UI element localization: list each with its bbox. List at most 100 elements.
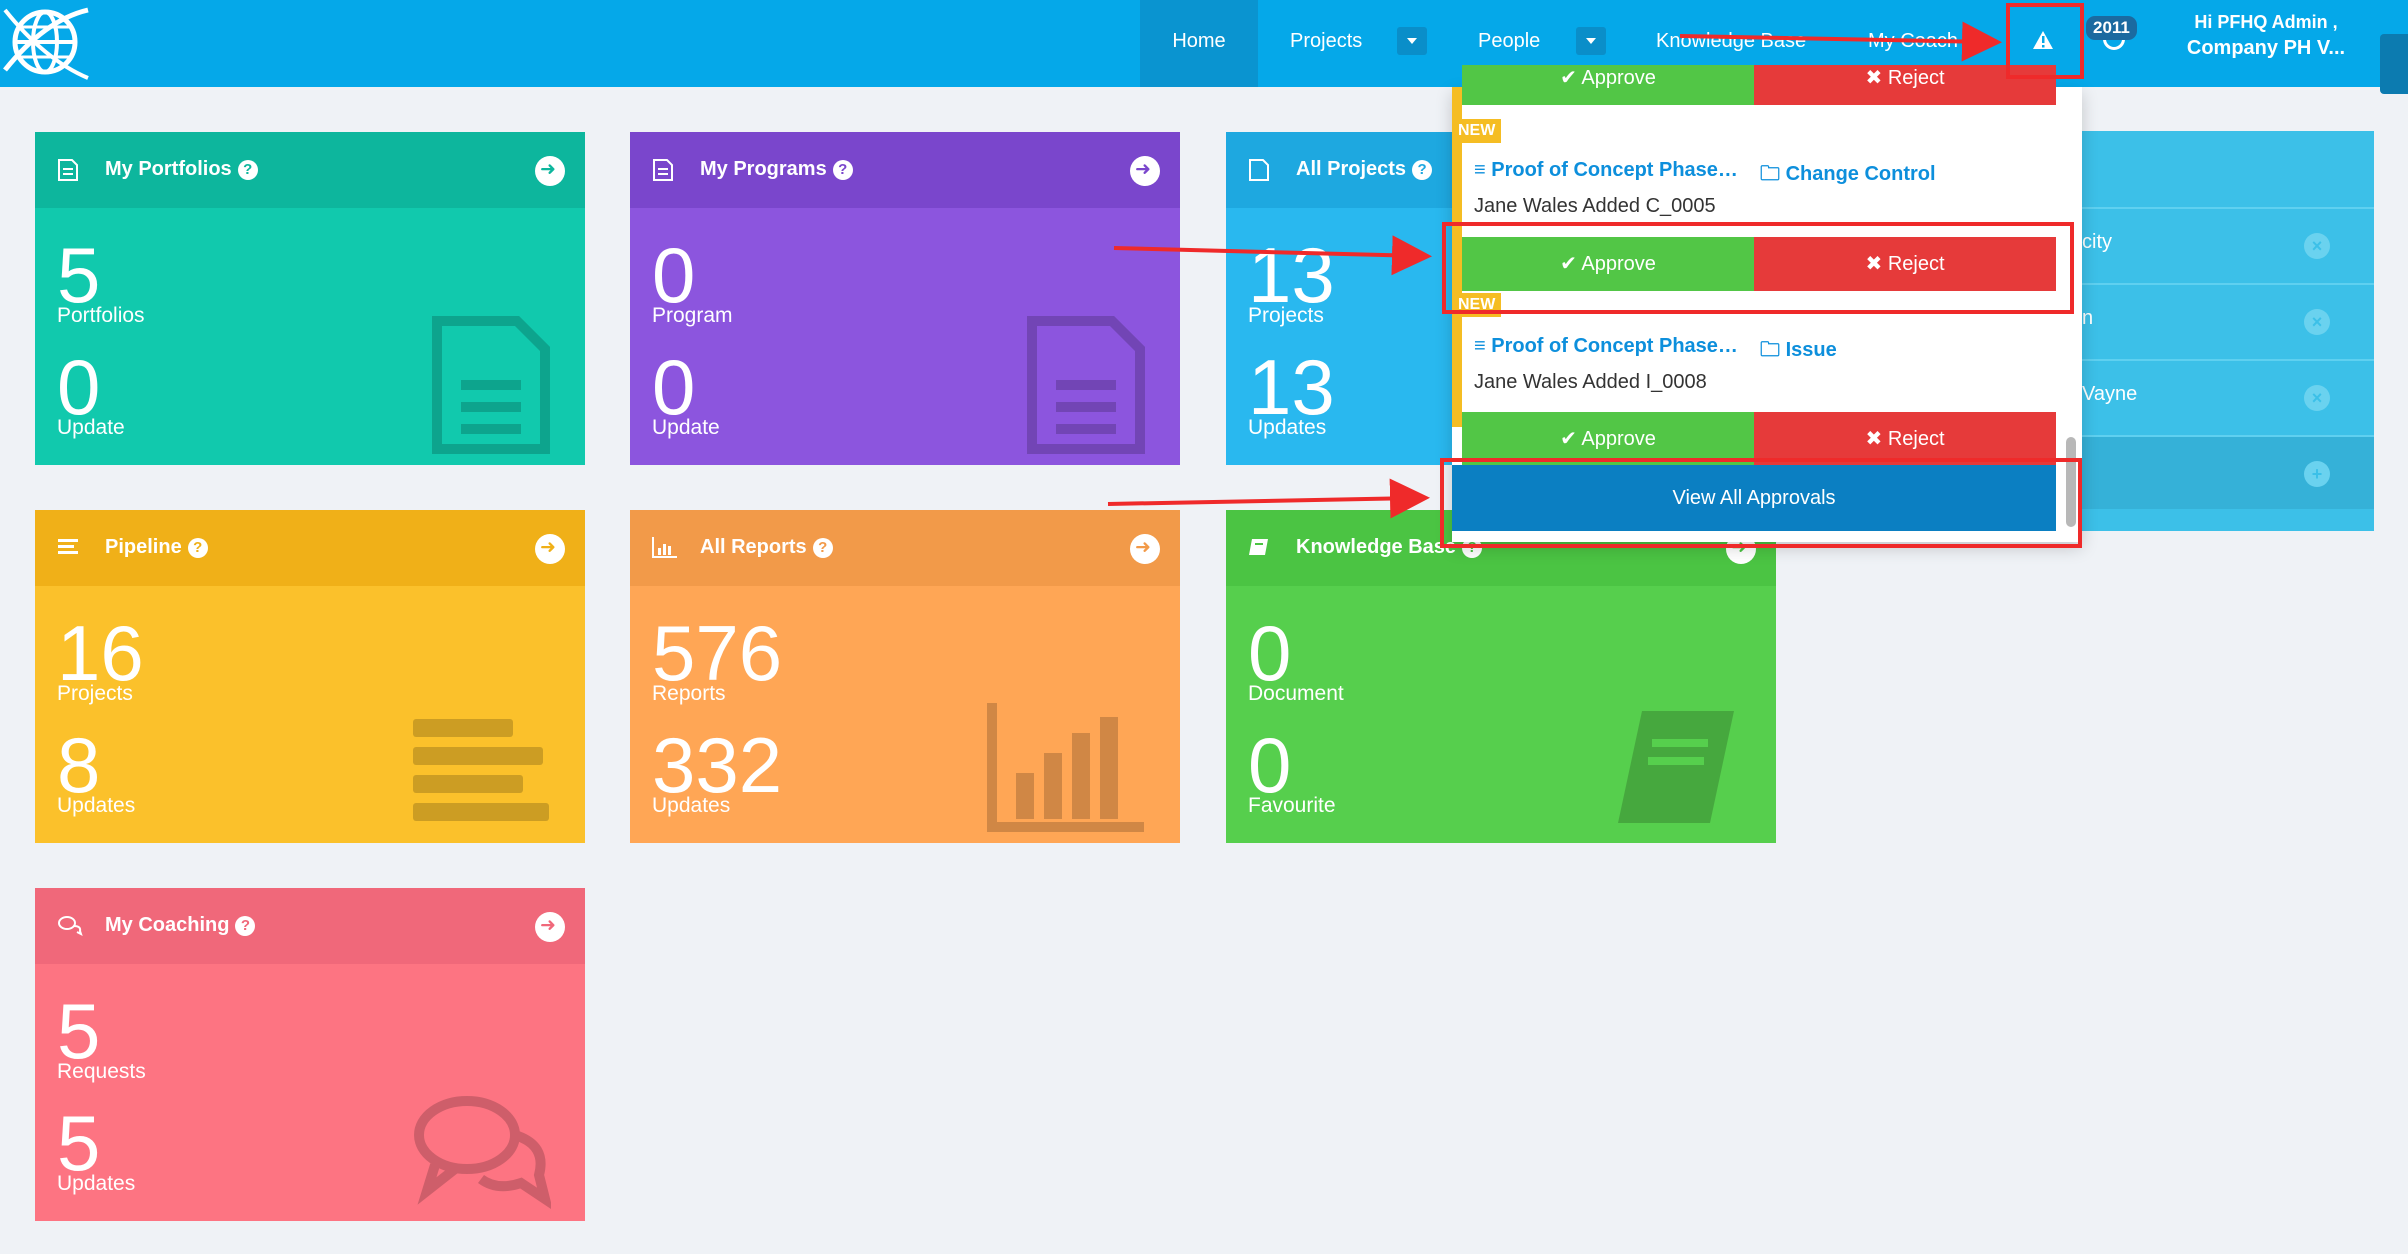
nav-people[interactable]: People	[1478, 30, 1541, 52]
tile-secondary-label: Update	[57, 416, 125, 439]
view-all-approvals-button[interactable]: View All Approvals	[1452, 465, 2056, 531]
tile-primary-label: Document	[1248, 682, 1344, 705]
user-greeting: Hi PFHQ Admin ,	[2194, 12, 2338, 32]
tile-secondary-count: 13	[1248, 343, 1335, 431]
approve-button[interactable]: ✔ Approve	[1462, 65, 1754, 105]
people-row-name: n	[2082, 307, 2094, 329]
tile-primary-label: Program	[652, 304, 733, 327]
tile-secondary-label: Updates	[57, 1172, 136, 1195]
remove-icon[interactable]: ×	[2304, 385, 2330, 411]
annotation-box-approve-reject	[1442, 222, 2074, 314]
add-icon[interactable]: +	[2304, 461, 2330, 487]
help-icon[interactable]: ?	[187, 538, 208, 558]
list-lines-watermark-icon	[413, 719, 549, 821]
tile-all-reports[interactable]: All Reports? 576 Reports 332 Updates	[630, 510, 1180, 843]
tile-pipeline[interactable]: Pipeline? 16 Projects 8 Updates	[35, 510, 585, 843]
tile-secondary-label: Updates	[652, 794, 731, 817]
tile-title: My Programs	[700, 158, 827, 180]
approval-project-link[interactable]: ≡ Proof of Concept Phase…	[1474, 159, 1738, 181]
tile-primary-label: Portfolios	[57, 304, 145, 327]
tile-title: My Portfolios	[105, 158, 232, 180]
nav-projects[interactable]: Projects	[1290, 30, 1363, 52]
tile-my-programs[interactable]: My Programs? 0 Program 0 Update	[630, 132, 1180, 465]
tile-title: Pipeline	[105, 536, 182, 558]
approvals-alert-button[interactable]	[2006, 3, 2081, 78]
tile-secondary-count: 0	[57, 343, 101, 431]
book-watermark-icon	[1618, 711, 1734, 823]
tile-primary-count: 0	[652, 231, 696, 319]
chat-bubbles-icon	[58, 916, 83, 936]
user-menu[interactable]: Hi PFHQ Admin , Company PH V...	[2186, 12, 2346, 60]
tile-primary-label: Projects	[57, 682, 133, 705]
approval-project-link[interactable]: ≡ Proof of Concept Phase…	[1474, 335, 1738, 357]
new-items-stripe	[1452, 87, 1462, 427]
annotation-box-view-all	[1440, 458, 2082, 548]
notification-badge: 2011	[2086, 16, 2137, 40]
arrow-right-icon[interactable]	[535, 156, 565, 186]
tile-primary-count: 5	[57, 231, 101, 319]
tile-primary-count: 5	[57, 987, 101, 1075]
remove-icon[interactable]: ×	[2304, 233, 2330, 259]
globe-logo-icon[interactable]	[0, 0, 90, 87]
approval-project-text: Proof of Concept Phase…	[1491, 159, 1738, 181]
tile-secondary-count: 0	[652, 343, 696, 431]
tile-primary-label: Reports	[652, 682, 726, 705]
reject-label: Reject	[1887, 253, 1945, 275]
people-dropdown-caret-icon[interactable]	[1576, 27, 1606, 55]
people-panel: city × n × Vayne × +	[2082, 131, 2374, 531]
remove-icon[interactable]: ×	[2304, 309, 2330, 335]
reject-button[interactable]: ✖ Reject	[1754, 65, 2056, 105]
people-row[interactable]: city ×	[2082, 207, 2374, 281]
approve-button[interactable]: ✔ Approve	[1462, 237, 1754, 291]
help-icon[interactable]: ?	[812, 538, 833, 558]
approval-description: Jane Wales Added I_0008	[1474, 371, 1707, 393]
chat-bubbles-watermark-icon	[414, 1096, 551, 1210]
dropdown-scrollbar[interactable]	[2066, 437, 2076, 527]
help-icon[interactable]: ?	[235, 916, 256, 936]
people-row-add[interactable]: +	[2082, 435, 2374, 509]
tile-secondary-count: 5	[57, 1099, 101, 1187]
approve-button[interactable]: ✔ Approve	[1462, 412, 1754, 466]
help-icon[interactable]: ?	[1412, 160, 1433, 180]
help-icon[interactable]: ?	[237, 160, 258, 180]
tile-title: All Reports	[700, 536, 807, 558]
arrow-right-icon[interactable]	[535, 534, 565, 564]
tile-knowledge-base[interactable]: Knowledge Base? 0 Document 0 Favourite	[1226, 510, 1776, 843]
approve-label: Approve	[1581, 67, 1656, 89]
help-icon[interactable]: ?	[832, 160, 853, 180]
arrow-right-icon[interactable]	[1130, 156, 1160, 186]
tile-secondary-label: Updates	[57, 794, 136, 817]
approval-type-link[interactable]: 🗀 Change Control	[1760, 163, 1936, 185]
document-icon	[653, 159, 673, 181]
approval-type-link[interactable]: 🗀 Issue	[1760, 339, 1837, 361]
people-row-name: city	[2082, 231, 2112, 253]
arrow-right-icon[interactable]	[1130, 534, 1160, 564]
tile-secondary-label: Favourite	[1248, 794, 1336, 817]
warning-triangle-icon	[2033, 31, 2053, 49]
reject-button[interactable]: ✖ Reject	[1754, 412, 2056, 466]
tile-primary-count: 576	[652, 609, 783, 697]
new-tag: NEW	[1452, 119, 1502, 143]
tile-secondary-count: 0	[1248, 721, 1292, 809]
topbar-edge-tab	[2380, 34, 2408, 94]
nav-home[interactable]: Home	[1140, 0, 1258, 87]
tile-secondary-count: 332	[652, 721, 783, 809]
bar-chart-watermark-icon	[987, 703, 1144, 832]
reject-label: Reject	[1887, 428, 1945, 450]
approval-project-text: Proof of Concept Phase…	[1491, 335, 1738, 357]
tile-my-coaching[interactable]: My Coaching? 5 Requests 5 Updates	[35, 888, 585, 1221]
projects-dropdown-caret-icon[interactable]	[1397, 27, 1427, 55]
people-row[interactable]: n ×	[2082, 283, 2374, 357]
reject-button[interactable]: ✖ Reject	[1754, 237, 2056, 291]
tile-primary-count: 16	[57, 609, 144, 697]
people-row[interactable]: Vayne ×	[2082, 359, 2374, 433]
tile-primary-label: Requests	[57, 1060, 146, 1083]
document-watermark-icon	[1027, 316, 1145, 454]
tile-primary-count: 0	[1248, 609, 1292, 697]
tile-title: My Coaching	[105, 914, 230, 936]
tile-my-portfolios[interactable]: My Portfolios? 5 Portfolios 0 Update	[35, 132, 585, 465]
tile-title: Knowledge Base	[1296, 536, 1457, 558]
approve-label: Approve	[1581, 428, 1656, 450]
arrow-right-icon[interactable]	[535, 912, 565, 942]
